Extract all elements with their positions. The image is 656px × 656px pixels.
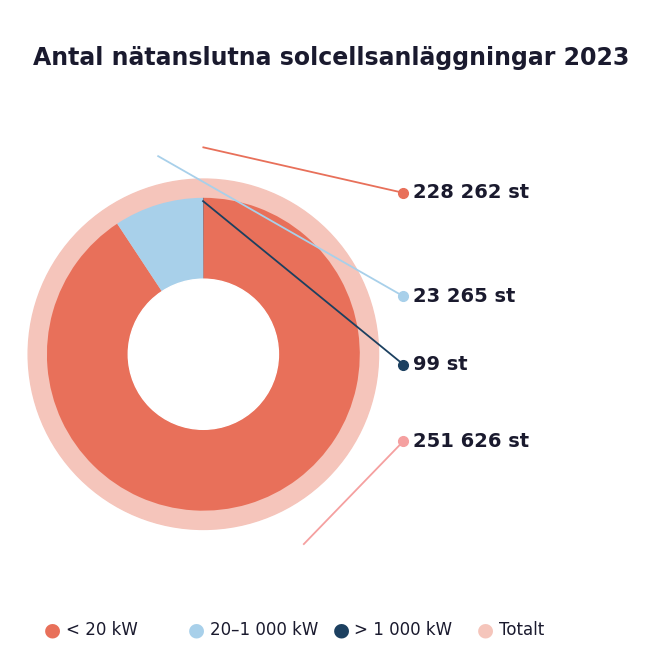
Circle shape — [28, 179, 379, 529]
Text: < 20 kW: < 20 kW — [66, 621, 138, 639]
Text: ●: ● — [477, 621, 494, 639]
Text: ●: ● — [188, 621, 205, 639]
Circle shape — [129, 279, 278, 429]
Wedge shape — [47, 198, 359, 510]
Text: 251 626 st: 251 626 st — [413, 432, 529, 451]
Text: 23 265 st: 23 265 st — [413, 287, 516, 306]
Text: 228 262 st: 228 262 st — [413, 184, 529, 202]
Text: 20–1 000 kW: 20–1 000 kW — [210, 621, 318, 639]
Wedge shape — [117, 198, 203, 291]
Text: > 1 000 kW: > 1 000 kW — [354, 621, 453, 639]
Text: Antal nätanslutna solcellsanläggningar 2023: Antal nätanslutna solcellsanläggningar 2… — [33, 46, 629, 70]
Text: ●: ● — [44, 621, 61, 639]
Text: 99 st: 99 st — [413, 355, 468, 374]
Text: ●: ● — [333, 621, 350, 639]
Text: Totalt: Totalt — [499, 621, 544, 639]
